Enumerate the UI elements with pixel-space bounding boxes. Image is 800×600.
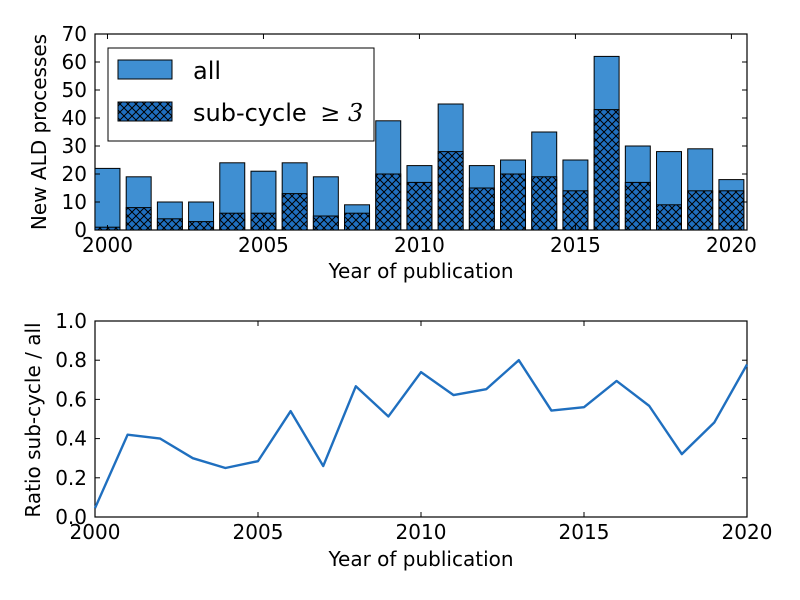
bar-sub-cycle-2010 <box>406 181 433 231</box>
line-chart-x-tick-label: 2020 <box>722 520 773 544</box>
bar-chart-y-tick-label: 70 <box>62 22 87 46</box>
line-chart-x-tick-label: 2015 <box>559 520 610 544</box>
line-chart-plot-area <box>94 320 748 518</box>
bar-chart-y-tick-label: 0 <box>74 218 87 242</box>
bar-sub-cycle-2013 <box>500 173 527 231</box>
legend-label-sub-cycle-math: ≥ 3 <box>320 99 363 127</box>
bars-sub-cycle <box>94 109 745 231</box>
legend-label-sub-cycle-text: sub-cycle <box>193 99 307 127</box>
bar-chart-x-ticks: 2000 2005 2010 2015 2020 <box>82 34 757 257</box>
legend-swatch-all <box>117 59 173 80</box>
legend-label-all: all <box>193 57 221 85</box>
line-chart-y-ticks: 0.0 0.2 0.4 0.6 0.8 1.0 <box>55 309 747 529</box>
bar-chart-x-tick-label: 2000 <box>82 233 133 257</box>
line-chart-y-tick-label: 0.4 <box>55 427 87 451</box>
bar-chart-x-axis-label: Year of publication <box>327 259 513 283</box>
line-chart-x-tick-label: 2010 <box>396 520 447 544</box>
bar-sub-cycle-2001 <box>125 207 152 231</box>
bar-sub-cycle-2020 <box>718 190 745 231</box>
bar-chart-x-tick-label: 2015 <box>550 233 601 257</box>
bar-chart-x-tick-label: 2020 <box>706 233 757 257</box>
line-chart: 0.00.20.40.60.81.0 2000 2005 2010 2015 2020 … <box>21 309 772 571</box>
bar-chart-y-ticks: 0 10 20 30 40 50 60 70 <box>62 22 747 242</box>
bar-all-2000 <box>94 167 121 231</box>
bar-sub-cycle-2015 <box>562 190 589 231</box>
bar-sub-cycle-2012 <box>468 187 495 231</box>
bar-sub-cycle-2004 <box>219 212 246 231</box>
line-chart-x-tick-label: 2000 <box>70 520 121 544</box>
bar-sub-cycle-2009 <box>375 173 402 231</box>
bar-chart-y-tick-label: 20 <box>62 162 87 186</box>
bar-sub-cycle-2011 <box>437 151 464 231</box>
bar-chart-y-tick-label: 50 <box>62 78 87 102</box>
line-chart-y-tick-label: 0.0 <box>55 505 87 529</box>
bar-sub-cycle-2002 <box>156 218 183 231</box>
bar-sub-cycle-2017 <box>624 181 651 231</box>
line-chart-x-ticks: 2000 2005 2010 2015 2020 <box>70 321 773 544</box>
line-chart-y-tick-label: 0.6 <box>55 387 87 411</box>
bar-chart-y-tick-label: 60 <box>62 50 87 74</box>
bar-sub-cycle-2003 <box>188 221 215 231</box>
bar-sub-cycle-2019 <box>687 190 714 231</box>
line-chart-y-tick-label: 0.8 <box>55 348 87 372</box>
bar-chart-y-tick-label: 40 <box>62 106 87 130</box>
bar-sub-cycle-2018 <box>656 204 682 231</box>
line-chart-y-tick-label: 1.0 <box>55 309 87 333</box>
bar-sub-cycle-2016 <box>593 109 620 231</box>
bar-chart-x-tick-label: 2010 <box>394 233 445 257</box>
bar-chart-y-axis-label: New ALD processes <box>27 34 51 230</box>
bar-chart-y-tick-label: 10 <box>62 190 87 214</box>
line-chart-y-axis-label: Ratio sub-cycle / all <box>21 322 45 517</box>
line-chart-x-axis-label: Year of publication <box>327 547 513 571</box>
bar-chart-x-tick-label: 2005 <box>238 233 289 257</box>
bar-sub-cycle-2007 <box>312 215 339 231</box>
bar-sub-cycle-2014 <box>531 176 558 231</box>
bar-sub-cycle-2006 <box>281 193 308 231</box>
bar-chart: 0 10 20 30 40 50 60 70 2000 2005 2010 2015 2020 Yea… <box>27 22 757 283</box>
line-chart-x-tick-label: 2005 <box>233 520 284 544</box>
bar-sub-cycle-2008 <box>344 212 371 231</box>
bar-chart-y-tick-label: 30 <box>62 134 87 158</box>
legend: all sub-cycle ≥ 3 <box>107 47 375 142</box>
line-chart-y-tick-label: 0.2 <box>55 466 87 490</box>
ratio-line-series <box>93 359 749 509</box>
legend-swatch-sub-cycle <box>117 101 173 122</box>
legend-label-sub-cycle: sub-cycle ≥ 3 <box>193 99 363 127</box>
